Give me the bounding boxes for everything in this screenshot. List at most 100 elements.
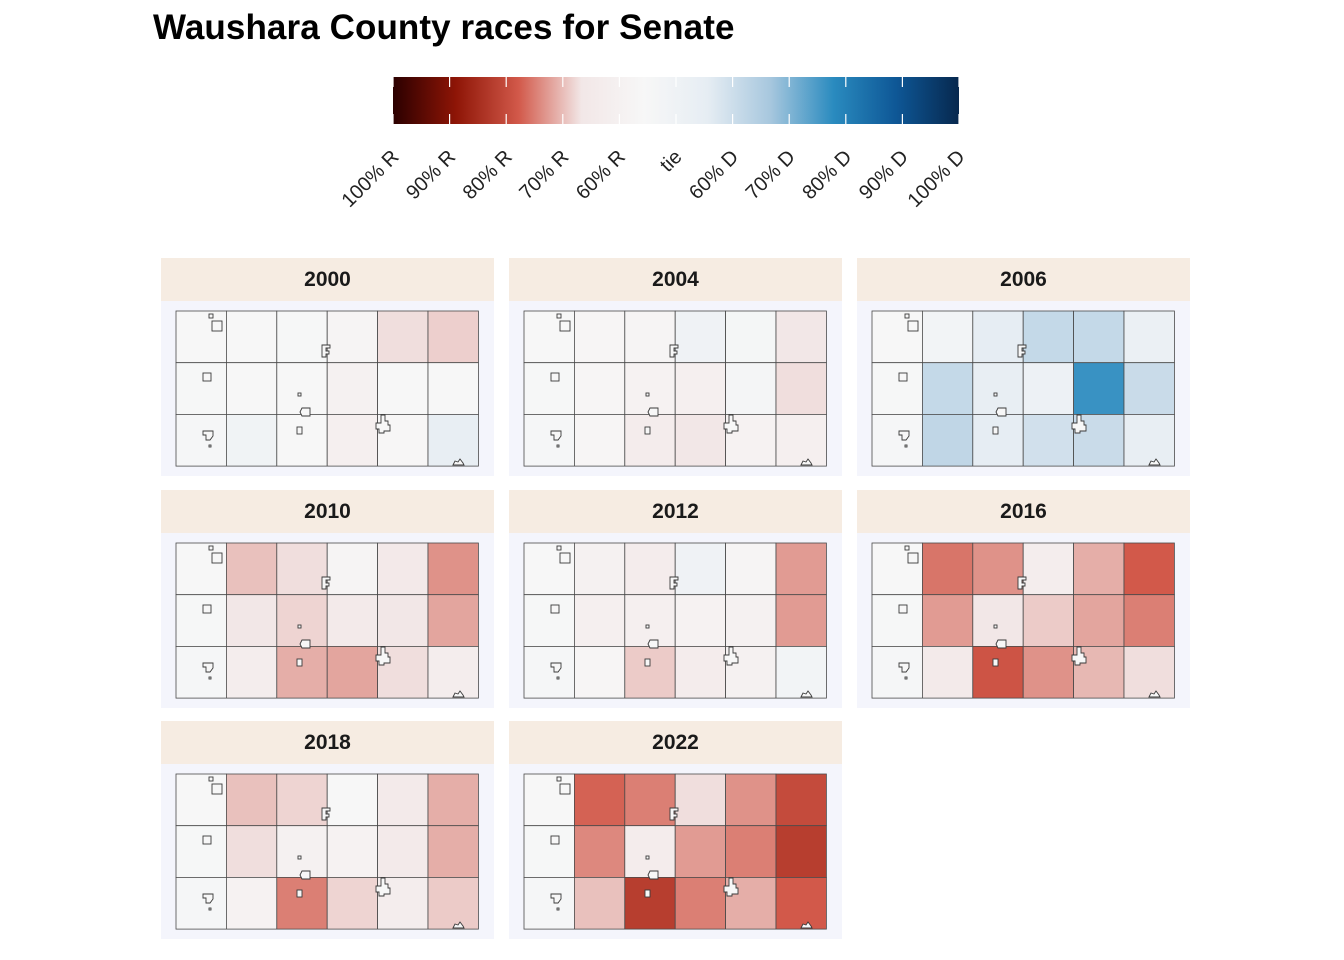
municipality-cell [574,310,626,364]
city-outline [1017,344,1027,358]
municipality-cell [725,362,777,415]
municipality-cell [226,542,278,596]
city-outline [296,889,303,898]
legend-label: 70% R [515,146,573,204]
facet-strip-label: 2000 [161,258,494,301]
municipality-cell [226,877,278,930]
municipality-cell [377,773,429,827]
municipality-cell [276,542,328,596]
municipality-cell [226,594,278,647]
municipality-cell [326,362,378,415]
city-outline [202,893,214,904]
municipality-cell [725,310,777,364]
facet-panel-2022: 2022 [509,721,842,939]
municipality-cell [871,310,923,364]
municipality-cell [1022,362,1074,415]
legend-label: 60% R [572,146,630,204]
municipality-cell [326,877,378,930]
municipality-cell [871,594,923,647]
municipality-cell [175,646,227,699]
facet-panel-2018: 2018 [161,721,494,939]
municipality-cell [775,594,827,647]
municipality-cell [871,646,923,699]
municipality-cell [226,646,278,699]
municipality-cell [574,825,626,878]
city-outline [452,690,465,698]
city-outline [556,776,562,782]
city-outline [208,545,214,551]
city-outline [375,877,391,897]
municipality-cell [175,542,227,596]
municipality-cell [523,414,575,467]
municipality-cell [175,310,227,364]
municipality-cell [1123,542,1175,596]
city-outline [904,545,910,551]
city-outline [202,604,212,614]
city-outline [644,889,651,898]
municipality-cell [226,773,278,827]
facet-strip-label: 2016 [857,490,1190,533]
municipality-cell [175,414,227,467]
municipality-cell [922,310,974,364]
municipality-cell [427,825,479,878]
municipality-cell [1073,594,1125,647]
municipality-cell [775,825,827,878]
municipality-cell [1123,310,1175,364]
municipality-cell [725,773,777,827]
municipality-cell [326,646,378,699]
municipality-cell [1123,594,1175,647]
municipality-cell [624,310,676,364]
municipality-cell [922,362,974,415]
city-outline [800,690,813,698]
legend-label: 100% D [904,146,970,212]
municipality-cell [574,542,626,596]
municipality-cell [674,825,726,878]
municipality-cell [725,542,777,596]
facet-strip-label: 2022 [509,721,842,764]
municipality-cell [972,646,1024,699]
city-outline [556,313,562,319]
city-outline [299,639,311,649]
city-outline [723,414,739,434]
city-outline [669,576,679,590]
municipality-cell [523,646,575,699]
city-outline [299,407,311,417]
municipality-cell [326,773,378,827]
city-outline [898,662,910,673]
city-outline [1071,414,1087,434]
municipality-cell [574,646,626,699]
facet-map [523,310,827,467]
city-outline [992,426,999,435]
city-outline [904,313,910,319]
municipality-cell [574,773,626,827]
municipality-cell [377,310,429,364]
city-outline [208,313,214,319]
city-outline [550,662,562,673]
municipality-cell [674,773,726,827]
municipality-cell [775,773,827,827]
city-outline [556,444,560,448]
municipality-cell [674,414,726,467]
city-outline [202,835,212,845]
municipality-cell [775,310,827,364]
facet-panel-2006: 2006 [857,258,1190,476]
city-outline [800,921,813,929]
municipality-cell [775,542,827,596]
municipality-cell [427,594,479,647]
municipality-cell [972,310,1024,364]
municipality-cell [574,362,626,415]
municipality-cell [276,414,328,467]
city-outline [723,646,739,666]
municipality-cell [427,773,479,827]
municipality-cell [674,310,726,364]
municipality-cell [972,414,1024,467]
municipality-cell [624,825,676,878]
municipality-cell [574,594,626,647]
city-outline [550,430,562,441]
municipality-cell [427,877,479,930]
municipality-cell [972,594,1024,647]
facet-strip-label: 2018 [161,721,494,764]
city-outline [723,877,739,897]
city-outline [904,676,908,680]
